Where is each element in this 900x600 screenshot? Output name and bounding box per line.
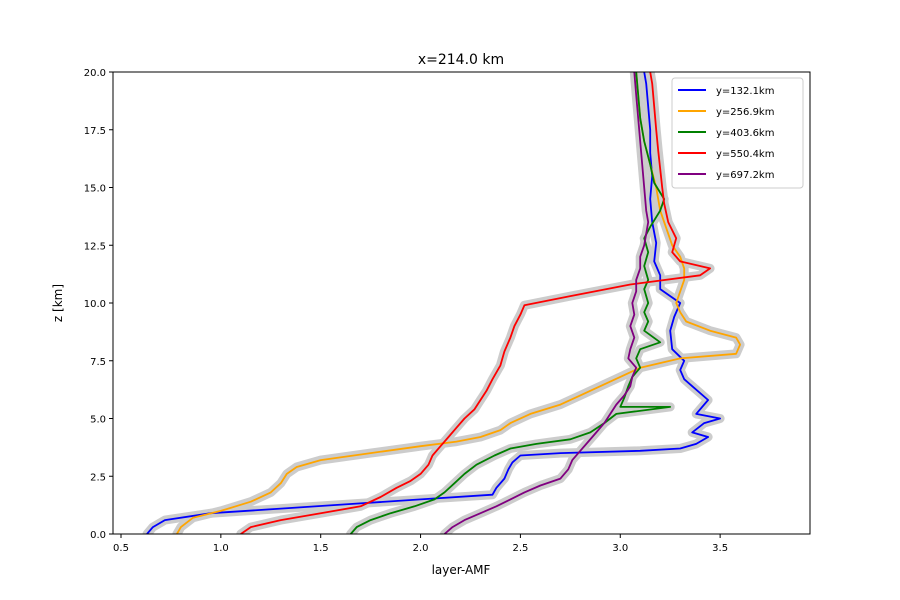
series-lines — [146, 72, 741, 534]
x-tick-label: 1.5 — [313, 543, 329, 554]
legend-box — [671, 77, 804, 189]
x-tick-label: 1.0 — [213, 543, 229, 554]
series-line-5 — [443, 72, 650, 534]
y-tick-label: 15.0 — [84, 184, 106, 195]
x-axis-label: layer-AMF — [432, 563, 491, 577]
series-line-3 — [350, 72, 672, 534]
x-tick-label: 2.5 — [512, 543, 528, 554]
y-axis: 0.0 2.5 5.0 7.5 10.0 12.5 15.0 17.5 20.0 — [84, 68, 113, 541]
y-tick-label: 10.0 — [84, 299, 106, 310]
chart-title: x=214.0 km — [418, 52, 504, 68]
y-tick-label: 5.0 — [90, 415, 106, 426]
y-tick-label: 20.0 — [84, 68, 106, 79]
legend: y=132.1km y=256.9km y=403.6km y=550.4km y=69… — [671, 77, 804, 189]
legend-label-2: y=256.9km — [716, 107, 774, 118]
series-line-4 — [240, 72, 711, 534]
y-tick-label: 0.0 — [90, 530, 106, 541]
x-tick-label: 2.0 — [413, 543, 429, 554]
series-line-1 — [146, 72, 721, 534]
y-axis-label: z [km] — [51, 284, 65, 322]
legend-label-5: y=697.2km — [716, 170, 774, 181]
y-tick-label: 12.5 — [84, 241, 106, 252]
y-tick-label: 2.5 — [90, 472, 106, 483]
legend-label-4: y=550.4km — [716, 149, 774, 160]
y-tick-label: 7.5 — [90, 357, 106, 368]
x-tick-label: 0.5 — [113, 543, 129, 554]
y-tick-label: 17.5 — [84, 126, 106, 137]
legend-label-3: y=403.6km — [716, 128, 774, 139]
x-tick-label: 3.5 — [712, 543, 728, 554]
x-axis: 0.5 1.0 1.5 2.0 2.5 3.0 3.5 — [113, 534, 728, 554]
legend-label-1: y=132.1km — [716, 86, 774, 97]
x-tick-label: 3.0 — [612, 543, 628, 554]
